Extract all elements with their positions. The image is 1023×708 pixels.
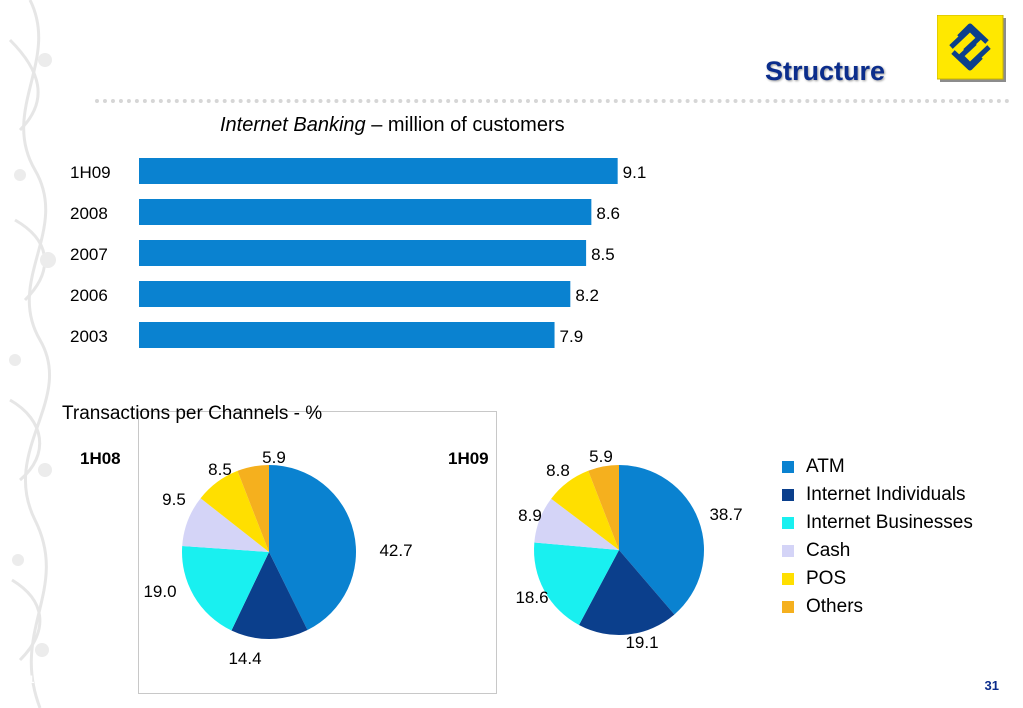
legend-item-cash: Cash [782, 537, 973, 565]
bar-value-label: 9.1 [623, 163, 647, 182]
page-title: Structure [764, 56, 885, 86]
bar-value-label: 8.6 [596, 204, 620, 223]
bar-category-label: 2006 [70, 286, 108, 305]
pie-value-label: 5.9 [589, 447, 613, 466]
pie-value-label: 42.7 [379, 541, 412, 560]
corner-page-number: 31 [22, 674, 35, 686]
pie-value-label: 18.6 [515, 588, 548, 607]
bar-value-label: 7.9 [560, 327, 584, 346]
bar-category-label: 1H09 [70, 163, 111, 182]
legend-label: Internet Individuals [806, 484, 966, 505]
legend-swatch [782, 601, 794, 613]
dotted-divider [95, 99, 1010, 103]
legend-item-pos: POS [782, 565, 973, 593]
pie-slice [182, 498, 269, 552]
legend-item-internet-businesses: Internet Businesses [782, 509, 973, 537]
pie-value-label: 5.9 [262, 448, 286, 467]
pie-slice [588, 465, 619, 550]
pie-slice [619, 465, 704, 615]
banco-do-brasil-logo [937, 15, 1006, 82]
bar-category-label: 2003 [70, 327, 108, 346]
pie-title: 1H08 [80, 449, 121, 468]
bar-value-label: 8.2 [575, 286, 599, 305]
legend-item-others: Others [782, 593, 973, 621]
pie-value-label: 8.5 [208, 460, 232, 479]
pie-slice [237, 465, 269, 552]
transactions-title: Transactions per Channels - % [62, 403, 323, 424]
pie-value-label: 38.7 [709, 505, 742, 524]
legend-item-atm: ATM [782, 453, 973, 481]
pie-slice [182, 545, 269, 631]
bar-chart-title: Internet Banking – million of customers [220, 114, 565, 137]
pie-value-label: 8.9 [518, 506, 542, 525]
bar [139, 158, 618, 184]
pie-slice [269, 465, 356, 631]
pie-value-label: 8.8 [546, 461, 570, 480]
legend-label: POS [806, 568, 847, 589]
pie-value-label: 9.5 [162, 490, 186, 509]
legend-label: Others [806, 596, 864, 617]
legend-label: ATM [806, 456, 845, 477]
bar-value-label: 8.5 [591, 245, 615, 264]
bar-chart-title-italic: Internet Banking [220, 114, 366, 136]
legend-label: Cash [806, 540, 851, 561]
legend-item-internet-individuals: Internet Individuals [782, 481, 973, 509]
pie-legend: ATM Internet Individuals Internet Busine… [782, 453, 973, 621]
legend-label: Internet Businesses [806, 512, 973, 533]
bar [139, 240, 587, 266]
pie-slice [578, 550, 675, 635]
legend-swatch [782, 489, 794, 501]
legend-swatch [782, 545, 794, 557]
bar-category-label: 2008 [70, 204, 108, 223]
pie-value-label: 14.4 [228, 649, 261, 668]
bar [139, 322, 555, 348]
pie-slice [231, 552, 308, 639]
pie-slice [200, 470, 269, 552]
page-number: 31 [984, 678, 999, 693]
pie-slice [551, 470, 619, 550]
bar [139, 281, 571, 307]
bar-category-label: 2007 [70, 245, 108, 264]
pie-title: 1H09 [448, 449, 489, 468]
pie-chart-frame [138, 411, 497, 694]
legend-swatch [782, 461, 794, 473]
bar [139, 199, 592, 225]
legend-swatch [782, 573, 794, 585]
pie-slice [534, 498, 619, 550]
legend-swatch [782, 517, 794, 529]
floral-ornament [8, 0, 56, 708]
pie-value-label: 19.1 [625, 633, 658, 652]
pie-slice [533, 542, 619, 625]
bar-chart-title-rest: – million of customers [365, 114, 565, 136]
pie-value-label: 19.0 [143, 582, 176, 601]
